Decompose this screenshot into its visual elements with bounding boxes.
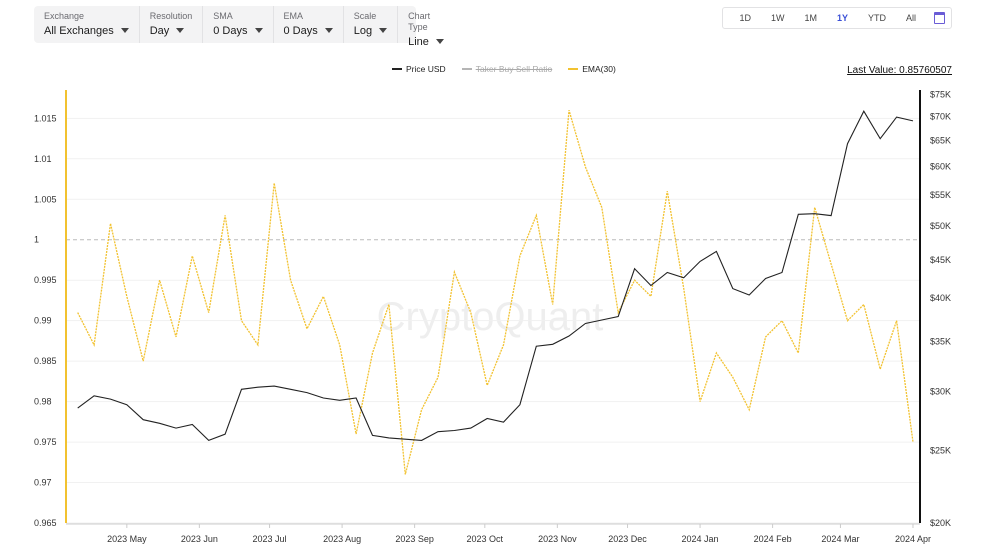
range-1y-button[interactable]: 1Y xyxy=(836,13,848,23)
right-tick-label: $55K xyxy=(930,190,951,200)
ema-label: EMA xyxy=(283,11,304,21)
ema-value: 0 Days xyxy=(283,25,318,37)
chart-legend: Price USD Taker Buy Sell Ratio EMA(30) xyxy=(392,64,632,74)
left-tick-label: 1.005 xyxy=(34,194,57,204)
range-all-button[interactable]: All xyxy=(905,13,916,23)
chevron-down-icon xyxy=(254,28,263,33)
right-tick-label: $35K xyxy=(930,336,951,346)
x-tick-label: 2023 Dec xyxy=(608,534,647,544)
x-tick-label: 2023 Sep xyxy=(395,534,434,544)
left-tick-label: 1.015 xyxy=(34,113,57,123)
legend-item-price[interactable]: Price USD xyxy=(392,64,446,74)
right-tick-label: $45K xyxy=(930,255,951,265)
chevron-down-icon xyxy=(324,28,333,33)
x-tick-label: 2024 Apr xyxy=(895,534,931,544)
exchange-value: All Exchanges xyxy=(44,25,114,37)
x-tick-label: 2024 Mar xyxy=(821,534,859,544)
sma-label: SMA xyxy=(213,11,233,21)
left-tick-label: 0.985 xyxy=(34,356,57,366)
x-tick-label: 2023 May xyxy=(107,534,147,544)
legend-label-ema: EMA(30) xyxy=(582,64,616,74)
scale-label: Scale xyxy=(353,11,377,21)
x-tick-label: 2023 Nov xyxy=(538,534,577,544)
left-tick-label: 0.975 xyxy=(34,437,57,447)
x-tick-label: 2023 Aug xyxy=(323,534,361,544)
chevron-down-icon xyxy=(120,28,129,33)
left-tick-label: 0.99 xyxy=(34,316,52,326)
range-1w-button[interactable]: 1W xyxy=(770,13,785,23)
chevron-down-icon xyxy=(379,28,388,33)
sma-select[interactable]: SMA 0 Days xyxy=(203,6,274,43)
left-tick-label: 1.01 xyxy=(34,154,52,164)
right-tick-label: $65K xyxy=(930,136,951,146)
calendar-icon[interactable] xyxy=(934,12,945,24)
right-tick-label: $50K xyxy=(930,221,951,231)
chart-type-select[interactable]: Chart Type Line xyxy=(398,6,454,48)
x-tick-label: 2023 Oct xyxy=(467,534,504,544)
legend-swatch-taker-ratio xyxy=(461,68,472,70)
scale-select[interactable]: Scale Log xyxy=(344,6,399,43)
x-tick-label: 2024 Jan xyxy=(682,534,719,544)
x-tick-label: 2023 Jul xyxy=(253,534,287,544)
exchange-select[interactable]: Exchange All Exchanges xyxy=(34,6,140,43)
range-ytd-button[interactable]: YTD xyxy=(867,13,886,23)
resolution-select[interactable]: Resolution Day xyxy=(140,6,204,43)
right-tick-label: $60K xyxy=(930,162,951,172)
legend-swatch-price xyxy=(392,68,402,70)
ema-line xyxy=(77,110,914,475)
ema-select[interactable]: EMA 0 Days xyxy=(274,6,344,43)
left-tick-label: 0.97 xyxy=(34,478,52,488)
right-tick-label: $20K xyxy=(930,518,951,528)
chevron-down-icon xyxy=(435,39,444,44)
resolution-label: Resolution xyxy=(149,11,193,21)
x-tick-label: 2024 Feb xyxy=(754,534,792,544)
range-1d-button[interactable]: 1D xyxy=(739,13,751,23)
exchange-label: Exchange xyxy=(44,11,85,21)
chart-controls: Exchange All Exchanges Resolution Day SM… xyxy=(34,6,444,48)
legend-label-price: Price USD xyxy=(406,64,446,74)
chart-type-value: Line xyxy=(408,36,429,48)
resolution-value: Day xyxy=(149,25,170,37)
right-tick-label: $75K xyxy=(930,89,951,99)
legend-item-taker-ratio[interactable]: Taker Buy Sell Ratio xyxy=(461,64,553,74)
sma-value: 0 Days xyxy=(213,25,248,37)
chart-type-label: Chart Type xyxy=(408,11,431,32)
x-tick-label: 2023 Jun xyxy=(181,534,218,544)
right-tick-label: $40K xyxy=(930,293,951,303)
watermark: CryptoQuant xyxy=(377,295,604,339)
left-tick-label: 0.98 xyxy=(34,397,52,407)
price-line xyxy=(77,110,914,442)
legend-label-taker-ratio: Taker Buy Sell Ratio xyxy=(475,64,553,74)
time-range-selector: 1D 1W 1M 1Y YTD All xyxy=(722,7,952,29)
right-tick-label: $70K xyxy=(930,112,951,122)
chevron-down-icon xyxy=(176,28,185,33)
right-tick-label: $25K xyxy=(930,446,951,456)
grid-lines xyxy=(66,117,920,524)
left-tick-label: 1 xyxy=(34,235,39,245)
legend-item-ema[interactable]: EMA(30) xyxy=(568,64,616,74)
right-axis: $75K $70K $65K $60K $55K $50K $45K $40K $35K $30K… xyxy=(930,89,951,528)
left-axis: 1.015 1.01 1.005 1 0.995 0.99 0.985 0.98 0.975 0.… xyxy=(34,113,57,528)
x-axis: 2023 May 2023 Jun 2023 Jul 2023 Aug 2023 Sep… xyxy=(66,523,931,544)
right-tick-label: $30K xyxy=(930,386,951,396)
left-tick-label: 0.965 xyxy=(34,518,57,528)
range-1m-button[interactable]: 1M xyxy=(804,13,817,23)
legend-swatch-ema xyxy=(568,68,579,70)
left-tick-label: 0.995 xyxy=(34,275,57,285)
scale-value: Log xyxy=(353,25,373,37)
last-value: Last Value: 0.85760507 xyxy=(847,65,952,76)
